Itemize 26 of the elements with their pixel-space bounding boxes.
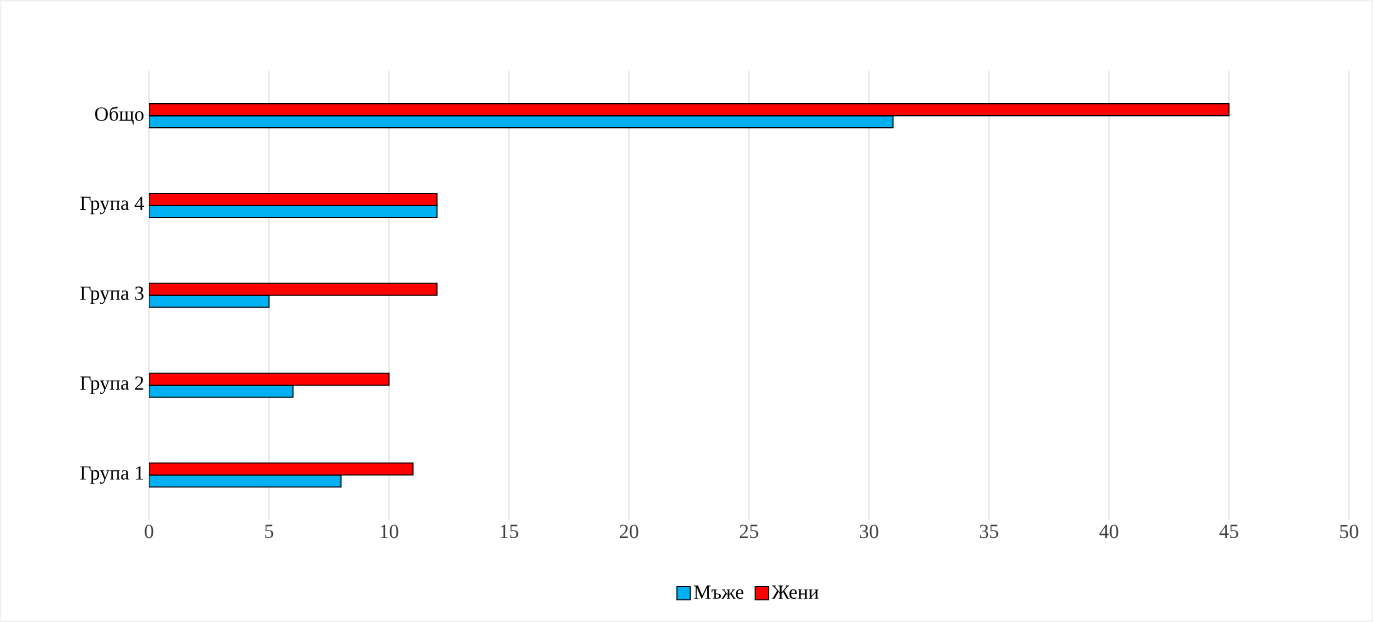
y-tick-label: Общо [95,106,144,125]
x-tick-label: 25 [739,524,759,539]
bar [149,372,390,386]
bar [149,294,270,308]
x-tick-label: 0 [144,524,154,539]
x-tick-label: 20 [619,524,639,539]
x-tick-label: 50 [1340,524,1359,539]
y-tick-label: Група 4 [80,196,144,215]
x-tick-label: 30 [859,524,879,539]
bar [149,115,894,129]
legend-label: Мъже [694,585,744,599]
bar [149,282,438,296]
x-tick-label: 35 [979,524,999,539]
x-tick-label: 15 [500,524,519,539]
y-tick-label: Група 1 [80,466,144,484]
x-tick-label: 40 [1099,524,1119,539]
bar [149,384,294,398]
bar [149,103,1230,117]
y-tick-label: Група 2 [80,376,144,394]
x-tick-label: 5 [265,524,274,538]
legend-label: Жени [771,585,819,599]
bar [149,192,438,207]
bar [149,204,438,219]
x-tick-label: 10 [380,524,399,539]
x-tick-label: 45 [1219,524,1239,539]
y-tick-label: Група 3 [80,286,144,305]
